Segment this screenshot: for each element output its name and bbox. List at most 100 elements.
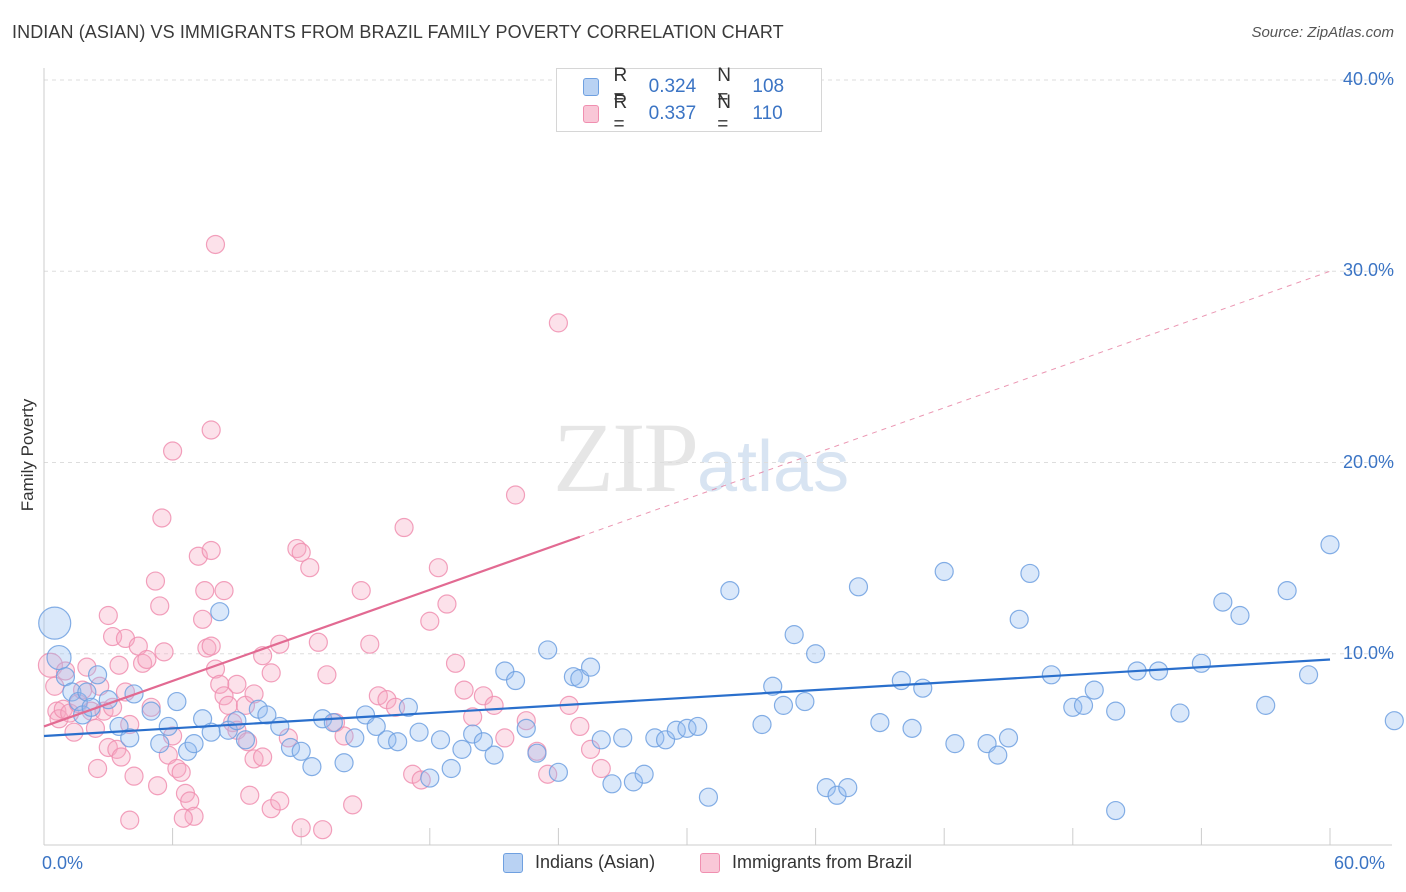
trend-line-indians — [43, 658, 1331, 738]
point-indians — [816, 778, 836, 798]
point-brazil — [291, 818, 311, 838]
point-brazil — [205, 234, 226, 255]
point-brazil — [150, 596, 170, 616]
y-tick-label: 40.0% — [1342, 69, 1394, 89]
x-tick-label-min: 0.0% — [42, 853, 84, 873]
watermark: ZIPatlas — [553, 400, 849, 515]
point-indians — [120, 728, 140, 748]
point-indians — [1277, 581, 1297, 601]
point-indians — [62, 682, 82, 702]
point-indians — [38, 606, 72, 640]
point-indians — [495, 661, 515, 681]
point-indians — [1106, 800, 1126, 821]
point-indians — [580, 657, 601, 677]
legend-swatch-brazil — [700, 852, 720, 873]
point-indians — [158, 716, 178, 737]
point-indians — [591, 730, 611, 750]
legend-item-indians: Indians (Asian) — [503, 852, 655, 873]
point-brazil — [351, 581, 371, 601]
point-brazil — [171, 762, 191, 782]
point-indians — [430, 730, 451, 750]
point-brazil — [111, 747, 131, 767]
point-indians — [420, 768, 440, 788]
point-indians — [913, 678, 933, 698]
point-brazil — [261, 663, 281, 683]
point-indians — [602, 774, 622, 794]
point-brazil — [64, 722, 84, 742]
point-brazil — [580, 739, 601, 759]
point-indians — [773, 695, 794, 715]
y-tick-label: 30.0% — [1342, 260, 1394, 281]
point-indians — [784, 625, 804, 645]
point-indians — [210, 602, 230, 622]
legend-n-value: 108 — [752, 76, 785, 97]
point-brazil — [180, 791, 200, 811]
point-brazil — [77, 657, 97, 677]
point-indians — [141, 701, 161, 721]
trend-line-brazil-extension — [579, 270, 1331, 538]
point-brazil — [152, 508, 172, 528]
point-indians — [698, 787, 719, 807]
point-indians — [463, 724, 483, 744]
point-indians — [516, 718, 536, 738]
legend-n-label: N = — [717, 92, 731, 135]
point-brazil — [55, 661, 76, 681]
point-indians — [655, 730, 676, 750]
point-indians — [998, 728, 1019, 748]
legend-n-label: N = — [717, 65, 731, 108]
point-indians — [805, 644, 826, 664]
point-brazil — [85, 718, 106, 738]
point-brazil — [201, 636, 221, 656]
source-label: Source: ZipAtlas.com — [1251, 24, 1394, 41]
point-indians — [270, 716, 290, 737]
point-brazil — [124, 766, 144, 786]
point-brazil — [195, 581, 215, 601]
point-indians — [345, 728, 365, 748]
point-brazil — [240, 785, 260, 805]
series-brazil-points — [37, 234, 611, 840]
point-indians — [891, 670, 911, 691]
legend-r-label: R = — [613, 65, 628, 108]
point-indians — [1009, 609, 1029, 629]
point-indians — [988, 745, 1008, 765]
correlation-legend: R = 0.324 N = 108 R = 0.337 N = 110 — [556, 65, 822, 135]
point-indians — [548, 762, 569, 782]
point-indians — [184, 734, 204, 754]
point-brazil — [317, 665, 337, 685]
watermark-zip: ZIP — [553, 402, 699, 513]
trend-line-brazil — [43, 535, 581, 728]
point-indians — [201, 722, 221, 742]
point-brazil — [87, 758, 108, 779]
gridlines — [44, 79, 1392, 655]
point-brazil — [45, 676, 65, 696]
point-indians — [1106, 701, 1126, 721]
point-brazil — [244, 684, 264, 704]
legend-r-value: 0.337 — [648, 103, 697, 124]
point-indians — [527, 743, 547, 763]
point-indians — [1020, 563, 1040, 584]
point-brazil — [591, 758, 611, 779]
point-indians — [1256, 695, 1276, 715]
point-brazil — [420, 611, 440, 631]
legend-row-brazil: R = 0.337 N = 110 — [583, 92, 821, 135]
point-indians — [167, 691, 187, 712]
x-tick-label-max: 60.0% — [1334, 853, 1386, 873]
point-brazil — [300, 558, 320, 578]
point-brazil — [394, 517, 414, 538]
legend-item-brazil: Immigrants from Brazil — [700, 852, 912, 873]
point-brazil — [291, 542, 311, 562]
point-indians — [538, 640, 558, 660]
point-indians — [720, 581, 740, 601]
point-brazil — [227, 674, 247, 694]
point-indians — [366, 716, 386, 737]
point-indians — [227, 711, 247, 731]
point-indians — [1320, 535, 1340, 555]
point-indians — [1384, 711, 1404, 731]
point-brazil — [570, 716, 590, 737]
point-indians — [484, 745, 504, 765]
legend-row-indians: R = 0.324 N = 108 — [583, 65, 821, 108]
axes — [43, 68, 1392, 846]
point-brazil — [109, 655, 129, 675]
point-indians — [795, 691, 815, 712]
